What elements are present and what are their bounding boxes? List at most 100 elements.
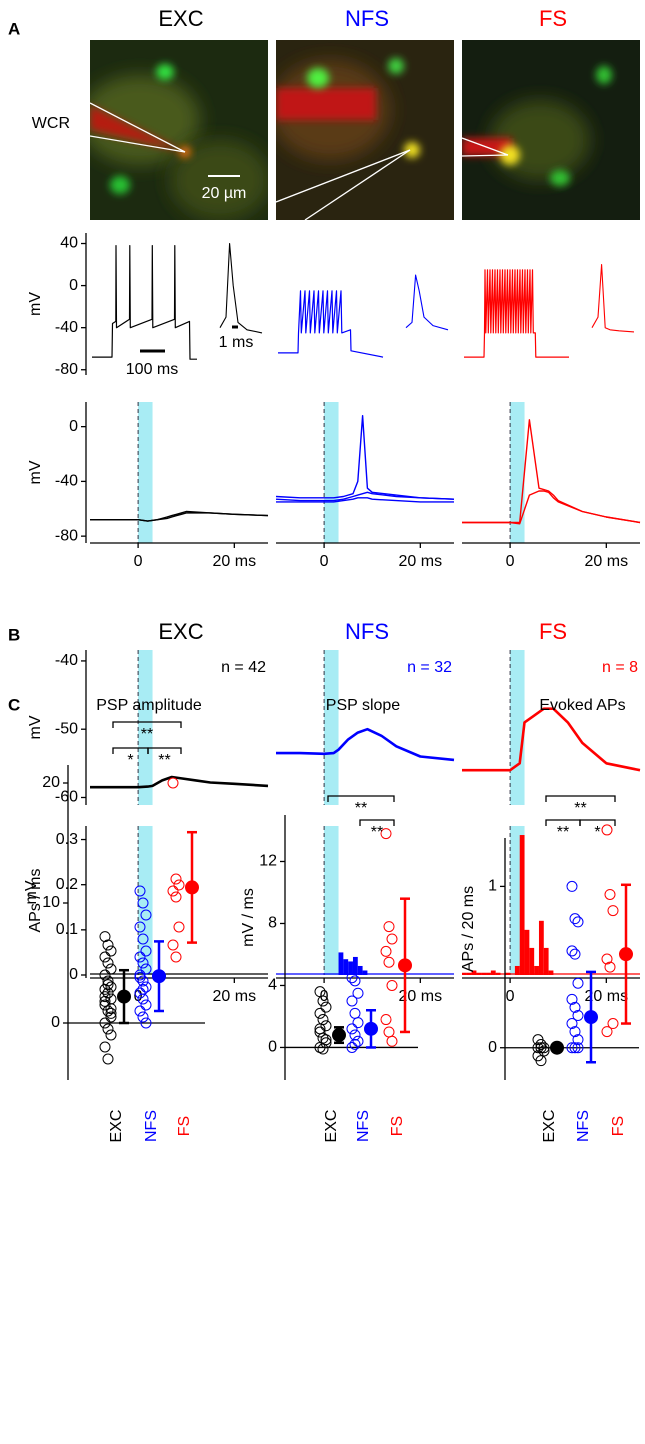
y-tick-label: 0.3 <box>56 831 78 848</box>
histogram-bar <box>481 972 487 975</box>
mean-marker <box>584 1010 598 1025</box>
micrograph <box>462 40 640 220</box>
significance-bracket <box>579 819 616 826</box>
data-point <box>105 993 117 1005</box>
time-scale-label: 100 ms <box>126 361 178 378</box>
y-tick-label: 0 <box>51 1014 60 1031</box>
significance-label: ** <box>158 752 170 769</box>
data-point <box>105 963 117 975</box>
data-point <box>572 1042 584 1054</box>
significance-bracket <box>112 721 182 728</box>
histogram-bar <box>495 972 501 975</box>
stimulus <box>138 826 153 975</box>
panel-label: A <box>8 19 20 38</box>
significance-bracket <box>359 819 395 826</box>
stimulus <box>138 650 153 805</box>
data-point <box>380 945 392 957</box>
stimulus <box>324 402 339 543</box>
histogram-bar <box>524 929 530 975</box>
stimulus <box>324 826 339 975</box>
significance-label: ** <box>371 824 383 841</box>
data-point <box>380 1014 392 1026</box>
data-point <box>386 1035 398 1047</box>
data-point <box>346 972 358 984</box>
data-point <box>102 979 114 991</box>
data-point <box>317 995 329 1007</box>
chart-title: PSP amplitude <box>96 697 202 714</box>
data-point <box>314 1023 326 1035</box>
data-point <box>566 1018 578 1030</box>
y-tick-label: 4 <box>268 977 277 994</box>
category-label: FS <box>176 1116 193 1136</box>
group-title: NFS <box>345 6 389 31</box>
data-point <box>105 1007 117 1019</box>
data-point <box>105 981 117 993</box>
x-tick-label: 0 <box>320 553 329 570</box>
y-tick-label: 0 <box>69 277 78 294</box>
y-tick-label: -40 <box>55 473 78 490</box>
histogram-bar <box>357 965 363 975</box>
y-axis-label: mV / ms <box>240 888 257 947</box>
data-point <box>167 939 179 951</box>
data-point <box>566 993 578 1005</box>
data-point <box>572 1009 584 1021</box>
histogram-bar <box>514 965 520 975</box>
data-point <box>535 1042 547 1054</box>
data-point <box>601 1026 613 1038</box>
histogram-bar <box>490 970 496 975</box>
data-point <box>352 1017 364 1029</box>
data-point <box>99 991 111 1003</box>
x-tick-label: 20 ms <box>213 988 257 1005</box>
data-point <box>134 921 146 933</box>
mean-trace <box>276 727 455 762</box>
evoked-trace <box>275 491 455 502</box>
stimulus <box>324 650 339 805</box>
data-point <box>349 1029 361 1041</box>
data-point <box>317 1014 329 1026</box>
data-point <box>566 880 578 892</box>
mean-marker <box>117 989 131 1004</box>
y-tick-label: 40 <box>60 235 78 252</box>
data-point <box>134 987 146 999</box>
evoked-trace <box>276 497 454 503</box>
significance-bracket <box>147 747 182 754</box>
data-point <box>170 951 182 963</box>
n-label: n = 42 <box>221 659 266 676</box>
histogram-bar <box>519 835 525 975</box>
data-point <box>352 1035 364 1047</box>
data-point <box>569 948 581 960</box>
evoked-trace <box>275 415 455 500</box>
data-point <box>99 1017 111 1029</box>
data-point <box>170 891 182 903</box>
histogram-bar <box>476 972 482 975</box>
mean-marker <box>332 1028 346 1043</box>
evoked-trace <box>90 512 269 522</box>
significance-label: ** <box>557 824 569 841</box>
data-point <box>137 897 149 909</box>
mean-marker <box>152 969 166 984</box>
data-point <box>140 909 152 921</box>
data-point <box>102 957 114 969</box>
y-tick-label: 20 <box>42 774 60 791</box>
data-point <box>569 1042 581 1054</box>
data-point <box>572 916 584 928</box>
mean-marker <box>185 880 199 895</box>
x-tick-label: 0 <box>506 988 515 1005</box>
histogram-bar <box>338 952 344 975</box>
category-label: EXC <box>541 1110 558 1143</box>
data-point <box>349 1007 361 1019</box>
data-point <box>380 828 392 840</box>
data-point <box>346 995 358 1007</box>
data-point <box>352 987 364 999</box>
data-point <box>566 1042 578 1054</box>
x-tick-label: 0 <box>320 988 329 1005</box>
data-point <box>99 1041 111 1053</box>
y-tick-label: -40 <box>55 319 78 336</box>
y-axis-label: APs / 20 ms <box>460 886 477 972</box>
histogram-bar <box>471 970 477 975</box>
panel-label: C <box>8 695 20 714</box>
histogram-bar <box>529 947 535 975</box>
category-label: NFS <box>143 1110 160 1142</box>
significance-bracket <box>327 795 395 802</box>
